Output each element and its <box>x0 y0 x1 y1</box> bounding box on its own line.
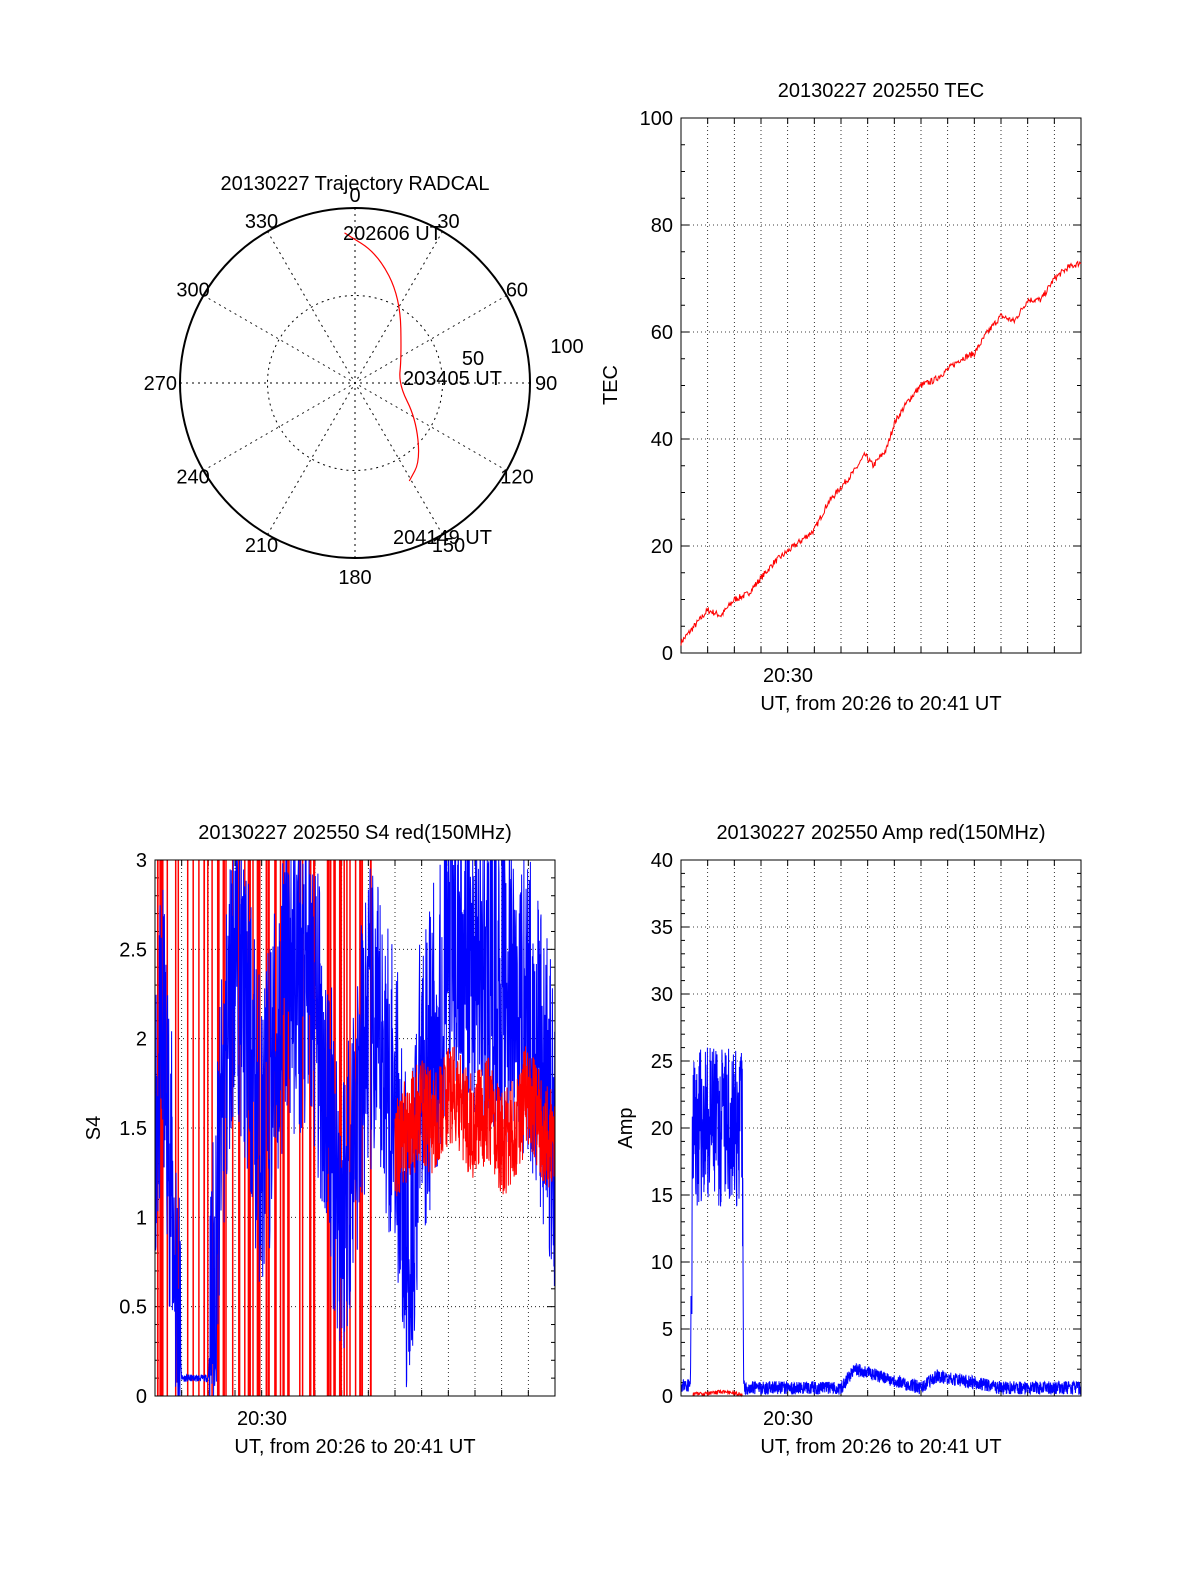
tec-x-label: UT, from 20:26 to 20:41 UT <box>760 693 1001 715</box>
y-tick-label: 1 <box>136 1207 147 1229</box>
tec-x-tick-label: 20:30 <box>763 665 813 687</box>
tec-series-line <box>680 260 1082 646</box>
y-tick-label: 40 <box>651 850 673 872</box>
trajectory-start-label: 202606 UT <box>343 223 442 245</box>
polar-angle-label: 210 <box>245 535 278 557</box>
tec-series <box>680 260 1082 646</box>
s4-red-series <box>394 1046 556 1197</box>
s4-title: 20130227 202550 S4 red(150MHz) <box>198 822 512 844</box>
y-tick-label: 100 <box>640 108 673 130</box>
y-tick-label: 0 <box>662 643 673 665</box>
y-tick-label: 0 <box>136 1386 147 1408</box>
amp-x-tick-label: 20:30 <box>763 1408 813 1430</box>
y-tick-label: 0.5 <box>119 1297 147 1319</box>
tec-ticks <box>681 117 1081 654</box>
y-tick-label: 20 <box>651 1118 673 1140</box>
s4-y-tick-labels: 0 0.5 1 1.5 2 2.5 3 <box>119 850 147 1408</box>
tec-grid <box>681 118 1081 653</box>
s4-blue-series <box>154 859 556 1397</box>
polar-angle-label: 270 <box>144 373 177 395</box>
s4-series <box>154 859 556 1397</box>
y-tick-label: 1.5 <box>119 1118 147 1140</box>
y-tick-label: 15 <box>651 1185 673 1207</box>
amp-red-series <box>692 1388 743 1398</box>
amp-y-label: Amp <box>615 1107 637 1148</box>
s4-panel: 20130227 202550 S4 red(150MHz) 0 0.5 1 1.5 2… <box>83 822 556 1458</box>
y-tick-label: 40 <box>651 429 673 451</box>
y-tick-label: 80 <box>651 215 673 237</box>
trajectory-path <box>344 232 420 482</box>
amp-x-label: UT, from 20:26 to 20:41 UT <box>760 1436 1001 1458</box>
tec-frame <box>680 117 1082 654</box>
polar-angle-label: 90 <box>535 373 557 395</box>
amp-series <box>680 1047 1082 1398</box>
trajectory-end-label: 204149 UT <box>393 527 492 549</box>
amp-title: 20130227 202550 Amp red(150MHz) <box>716 822 1045 844</box>
polar-angle-label: 330 <box>245 211 278 233</box>
y-tick-label: 0 <box>662 1386 673 1408</box>
tec-title: 20130227 202550 TEC <box>778 80 984 102</box>
polar-angle-label: 120 <box>500 467 533 489</box>
polar-title: 20130227 Trajectory RADCAL <box>220 173 489 195</box>
polar-spoke <box>267 231 443 535</box>
y-tick-label: 2 <box>136 1029 147 1051</box>
polar-angle-label: 30 <box>437 211 459 233</box>
y-tick-label: 10 <box>651 1252 673 1274</box>
polar-angle-label: 150 <box>432 535 465 557</box>
amp-ticks <box>681 859 1081 1397</box>
s4-x-tick-label: 20:30 <box>237 1408 287 1430</box>
polar-inner-ring <box>267 295 443 471</box>
polar-radial-label-100: 100 <box>550 336 583 358</box>
y-tick-label: 5 <box>662 1319 673 1341</box>
trajectory-polar-plot: 20130227 Trajectory RADCAL 0 30 60 90 120 150… <box>144 173 584 589</box>
polar-radial-label-50: 50 <box>462 348 484 370</box>
y-tick-label: 30 <box>651 984 673 1006</box>
amp-frame <box>680 859 1082 1397</box>
s4-x-label: UT, from 20:26 to 20:41 UT <box>234 1436 475 1458</box>
amp-y-tick-labels: 0 5 10 15 20 25 30 35 40 <box>651 850 673 1408</box>
polar-angle-label: 60 <box>506 280 528 302</box>
polar-angle-label: 180 <box>338 567 371 589</box>
y-tick-label: 60 <box>651 322 673 344</box>
y-tick-label: 2.5 <box>119 939 147 961</box>
polar-angle-label: 300 <box>176 280 209 302</box>
trajectory-mid-label: 203405 UT <box>403 368 502 390</box>
polar-angle-label: 0 <box>349 185 360 207</box>
tec-y-label: TEC <box>600 365 622 405</box>
tec-y-tick-labels: 0 20 40 60 80 100 <box>640 108 673 665</box>
amp-grid <box>681 860 1081 1396</box>
tec-panel: 20130227 202550 TEC 0 20 40 60 80 100 20:30 U… <box>600 80 1082 715</box>
amp-blue-series <box>680 1047 1082 1396</box>
polar-angle-labels: 0 30 60 90 120 150 180 210 240 270 300 330 <box>144 185 558 589</box>
polar-spokes <box>180 208 530 558</box>
amp-panel: 20130227 202550 Amp red(150MHz) 0 5 10 15 20… <box>615 822 1082 1458</box>
s4-frame <box>154 859 556 1397</box>
y-tick-label: 25 <box>651 1051 673 1073</box>
y-tick-label: 3 <box>136 850 147 872</box>
y-tick-label: 20 <box>651 536 673 558</box>
polar-angle-label: 240 <box>176 467 209 489</box>
y-tick-label: 35 <box>651 917 673 939</box>
s4-y-label: S4 <box>83 1116 105 1140</box>
